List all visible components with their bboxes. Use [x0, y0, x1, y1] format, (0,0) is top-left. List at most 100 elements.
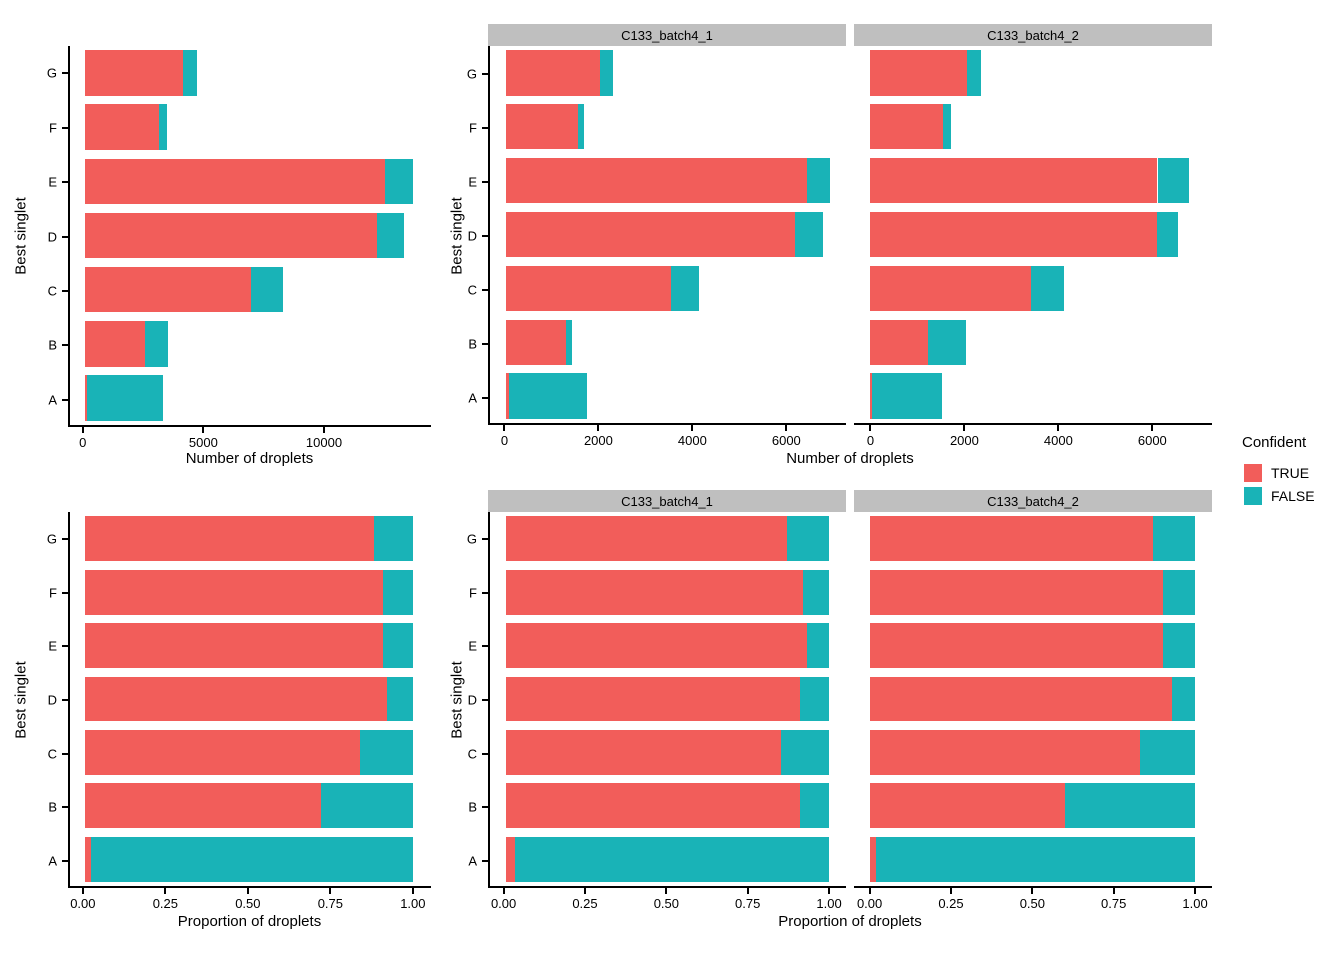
bar-segment-true-E	[84, 623, 384, 668]
y-tick-mark	[482, 699, 488, 701]
bar-segment-true-F	[870, 104, 944, 150]
bar-row-G	[490, 46, 846, 100]
x-axis-title: Number of droplets	[185, 450, 314, 467]
x-tick-mark	[1151, 425, 1154, 431]
legend-confident: Confident TRUE FALSE	[1240, 434, 1315, 509]
bar-segment-false-A	[515, 836, 830, 882]
bar-row-F	[490, 100, 846, 154]
bar-row-A	[70, 371, 431, 425]
y-tick-mark	[62, 752, 68, 755]
x-tick-mark	[81, 888, 84, 894]
y-tick-label-D: D	[47, 229, 57, 244]
bar-segment-true-A	[870, 373, 872, 419]
bar-segment-true-D	[506, 211, 796, 258]
bar-row-D	[854, 672, 1212, 725]
y-tick-mark	[62, 860, 68, 863]
legend-label: FALSE	[1271, 488, 1315, 504]
bar-segment-true-E	[506, 157, 808, 204]
bar-segment-false-B	[800, 783, 830, 829]
bar-segment-false-F	[577, 104, 584, 150]
bar-segment-false-C	[1030, 265, 1064, 311]
bar-segment-false-F	[943, 104, 952, 150]
bar-segment-true-F	[84, 104, 160, 150]
bar-row-G	[854, 46, 1212, 100]
x-tick-label: 0	[866, 433, 875, 448]
y-tick-label-B: B	[48, 799, 57, 815]
y-tick-label-E: E	[468, 174, 477, 190]
x-tick-mark	[502, 888, 505, 894]
x-axis: 0.00 0.25 0.50 0.75 1.00	[68, 888, 431, 918]
x-tick-label: 0.75	[1101, 896, 1127, 911]
bar-segment-false-E	[807, 157, 830, 204]
y-tick-mark	[62, 235, 68, 238]
y-tick-label-C: C	[47, 746, 57, 762]
panel-counts-batch1	[488, 46, 846, 425]
x-tick-label: 0.25	[152, 896, 178, 911]
bar-row-D	[854, 208, 1212, 262]
x-tick-mark	[828, 888, 831, 894]
bar-segment-true-C	[505, 729, 781, 775]
bar-segment-false-G	[787, 516, 830, 562]
y-tick-label-F: F	[469, 120, 477, 136]
bar-segment-true-D	[870, 211, 1157, 258]
bar-segment-true-B	[506, 319, 566, 365]
bar-segment-true-F	[506, 104, 578, 150]
y-tick-mark	[62, 537, 68, 540]
bar-row-C	[70, 263, 431, 317]
bar-row-B	[490, 779, 846, 832]
x-tick-mark	[691, 425, 694, 431]
x-tick-label: 10000	[305, 435, 343, 450]
facet-strip-c133-batch4-1: C133_batch4_1	[488, 24, 846, 46]
x-tick-label: 0	[500, 433, 509, 448]
x-tick-label: 6000	[771, 433, 801, 448]
y-tick-mark	[62, 181, 68, 184]
bar-segment-false-A	[87, 375, 164, 421]
x-tick-mark	[869, 425, 872, 431]
bar-row-E	[70, 154, 431, 208]
bar-segment-true-A	[506, 373, 510, 419]
y-tick-mark	[482, 127, 488, 129]
bar-row-B	[854, 779, 1212, 832]
bar-segment-true-G	[505, 516, 788, 562]
legend-swatch-false-icon	[1244, 487, 1262, 505]
bar-segment-false-C	[780, 729, 830, 775]
bar-segment-true-A	[869, 836, 877, 882]
x-axis-title: Proportion of droplets	[177, 913, 322, 930]
bar-row-G	[490, 512, 846, 565]
x-axis: 0.00 0.25 0.50 0.75 1.00	[854, 888, 1212, 918]
bar-segment-true-C	[84, 729, 361, 775]
x-tick-label: 1.00	[400, 896, 426, 911]
facet-strip-c133-batch4-2: C133_batch4_2	[854, 490, 1212, 512]
panel-counts-batch2	[854, 46, 1212, 425]
bar-segment-true-A	[505, 836, 516, 882]
bar-row-C	[70, 726, 431, 779]
legend-item-false: FALSE	[1240, 486, 1315, 506]
bar-row-G	[854, 512, 1212, 565]
x-tick-mark	[583, 888, 586, 894]
y-tick-mark	[482, 860, 488, 863]
bar-segment-true-D	[84, 676, 387, 722]
x-tick-label: 0.75	[735, 896, 761, 911]
legend-title: Confident	[1242, 434, 1307, 451]
bar-row-D	[490, 208, 846, 262]
y-tick-mark	[482, 343, 488, 345]
y-tick-mark	[482, 806, 488, 809]
bar-segment-false-C	[670, 265, 700, 311]
x-tick-mark	[503, 425, 506, 431]
y-tick-mark	[482, 537, 488, 540]
bar-segment-true-C	[869, 729, 1140, 775]
y-tick-label-E: E	[468, 638, 477, 654]
y-axis-labels: G F E D C B A	[450, 47, 488, 425]
bar-segment-false-G	[967, 50, 982, 96]
y-tick-label-D: D	[467, 228, 477, 244]
bar-segment-false-C	[251, 266, 284, 313]
bar-segment-true-E	[869, 623, 1163, 668]
y-tick-mark	[482, 289, 488, 291]
y-tick-label-E: E	[48, 638, 57, 654]
y-tick-label-A: A	[48, 392, 57, 408]
bar-segment-false-E	[1157, 157, 1190, 204]
x-tick-label: 6000	[1137, 433, 1167, 448]
y-axis-labels: G F E D C B A	[30, 46, 68, 427]
facet-strip-c133-batch4-2: C133_batch4_2	[854, 24, 1212, 46]
x-axis: 0 2000 4000 6000	[488, 425, 846, 455]
